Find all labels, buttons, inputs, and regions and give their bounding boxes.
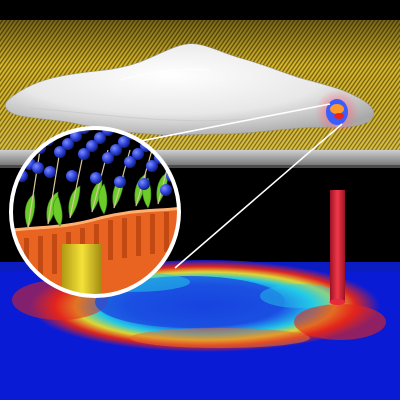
- laser-beam: [329, 190, 346, 305]
- hot-spot: [315, 90, 359, 134]
- magnifier-ring: [9, 126, 181, 298]
- magnifier-connector: [119, 103, 343, 269]
